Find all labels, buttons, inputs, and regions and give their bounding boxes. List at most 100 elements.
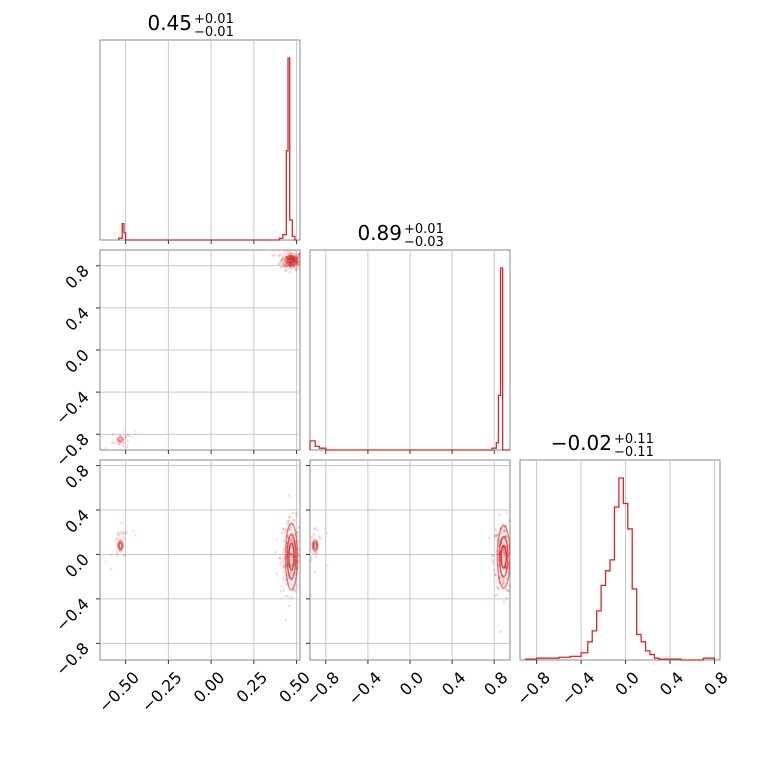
sample-point — [298, 252, 300, 256]
sample-point — [298, 252, 300, 256]
x-tick-label: 0.0 — [611, 668, 642, 699]
sample-point — [279, 265, 283, 269]
sample-point — [298, 255, 300, 258]
sample-point — [494, 535, 498, 538]
sample-point — [111, 432, 115, 436]
sample-point — [310, 559, 313, 563]
sample-point — [123, 537, 126, 540]
sample-point — [496, 586, 500, 590]
sample-point — [495, 593, 499, 597]
sample-point — [502, 581, 505, 584]
sample-point — [298, 539, 300, 543]
sample-point — [293, 589, 296, 593]
sample-point — [281, 585, 284, 588]
sample-point — [123, 435, 127, 438]
param-title-plus: +0.01 — [404, 222, 444, 237]
x-tick-label: 0.00 — [190, 668, 229, 707]
sample-point — [286, 519, 290, 522]
sample-point — [290, 557, 294, 560]
contour-line — [496, 524, 510, 589]
contour-line — [288, 258, 294, 263]
sample-point — [495, 533, 499, 537]
sample-point — [310, 556, 313, 560]
sample-point — [503, 555, 506, 558]
sample-point — [510, 562, 513, 565]
sample-point — [104, 560, 107, 564]
sample-point — [123, 553, 126, 557]
sample-point — [122, 441, 126, 445]
sample-point — [296, 531, 300, 535]
sample-point — [280, 259, 284, 263]
histogram-panel-1: 0.89 +0.01−0.03 — [309, 221, 511, 454]
sample-point — [117, 531, 120, 535]
sample-point — [290, 546, 293, 550]
sample-point — [117, 442, 121, 445]
sample-point — [290, 538, 294, 541]
sample-point — [289, 539, 292, 542]
x-tick-label: 0.8 — [700, 668, 731, 699]
sample-point — [290, 552, 293, 556]
sample-point — [132, 529, 135, 533]
sample-point — [501, 580, 505, 583]
sample-point — [285, 522, 289, 525]
sample-point — [310, 535, 314, 539]
sample-point — [505, 589, 509, 592]
sample-point — [316, 529, 319, 532]
sample-point — [104, 446, 107, 450]
sample-point — [288, 516, 292, 519]
sample-point — [126, 433, 129, 437]
param-title-value: 0.89 — [357, 221, 402, 245]
sample-point — [281, 548, 285, 551]
param-title-minus: −0.03 — [404, 235, 444, 250]
sample-point — [299, 552, 300, 556]
contour-line — [117, 436, 124, 443]
sample-point — [492, 568, 496, 572]
param-title-plus: +0.11 — [614, 432, 654, 447]
sample-point — [502, 600, 506, 604]
y-tick-label: 0.4 — [61, 303, 92, 334]
sample-point — [296, 267, 300, 270]
sample-point — [282, 570, 285, 574]
sample-point — [312, 533, 316, 536]
sample-point — [494, 528, 497, 531]
sample-point — [506, 589, 510, 593]
sample-point — [290, 555, 293, 559]
sample-point — [504, 534, 508, 538]
sample-point — [287, 515, 291, 519]
sample-point — [278, 261, 282, 265]
sample-point — [284, 618, 288, 622]
sample-point — [117, 534, 121, 537]
sample-point — [282, 539, 286, 543]
sample-point — [284, 264, 287, 268]
sample-point — [110, 553, 113, 557]
sample-point — [120, 538, 123, 541]
sample-point — [278, 556, 282, 560]
sample-point — [123, 532, 126, 535]
sample-point — [289, 526, 292, 530]
sample-point — [288, 250, 291, 253]
sample-point — [299, 549, 300, 553]
sample-point — [298, 262, 300, 266]
sample-point — [125, 531, 128, 534]
sample-point — [499, 630, 503, 634]
contour-line — [117, 540, 124, 551]
sample-point — [292, 265, 296, 269]
sample-point — [513, 567, 516, 570]
sample-point — [282, 589, 286, 592]
sample-point — [290, 537, 294, 540]
sample-point — [120, 521, 124, 525]
histogram-step-line — [309, 267, 510, 451]
sample-point — [122, 531, 125, 535]
sample-point — [120, 532, 123, 535]
panel-content — [100, 460, 300, 660]
sample-point — [295, 511, 298, 515]
sample-point — [283, 530, 287, 534]
scatter-frame — [99, 459, 301, 661]
sample-point — [274, 550, 277, 554]
sample-point — [285, 265, 289, 268]
sample-point — [505, 535, 509, 539]
sample-point — [294, 253, 298, 257]
sample-point — [501, 578, 505, 582]
sample-point — [294, 265, 298, 268]
sample-point — [112, 441, 116, 445]
